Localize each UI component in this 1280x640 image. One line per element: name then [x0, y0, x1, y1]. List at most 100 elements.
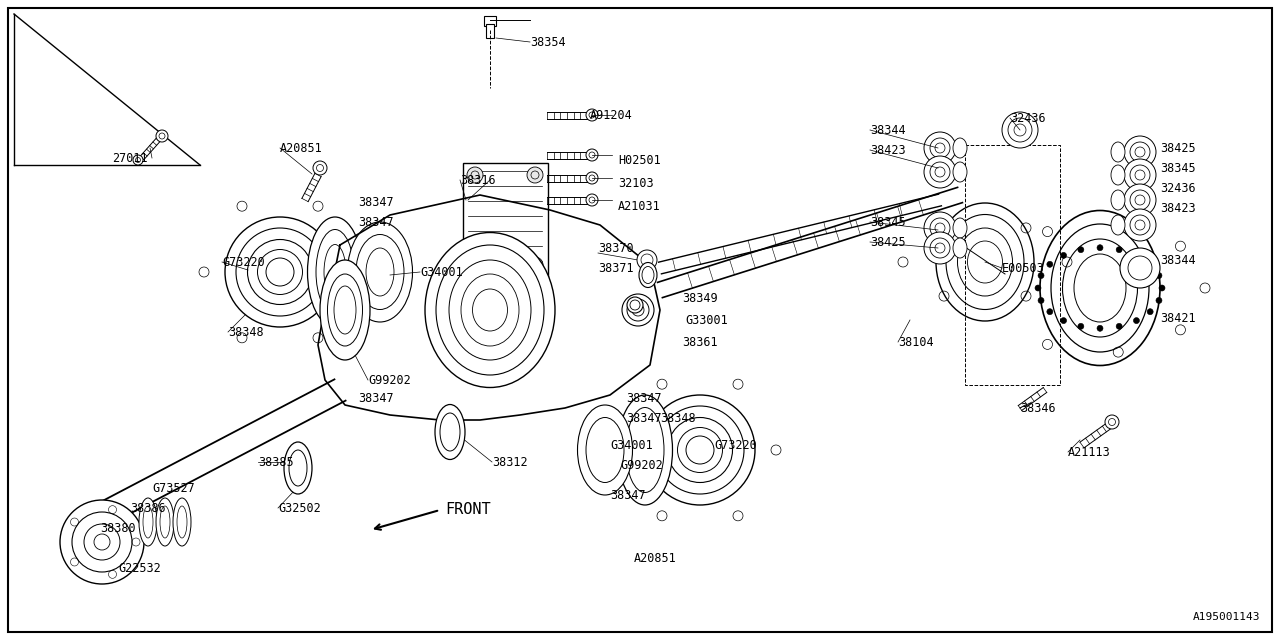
Circle shape [1124, 209, 1156, 241]
Circle shape [1134, 317, 1139, 324]
Text: 38361: 38361 [682, 335, 718, 349]
Text: A20851: A20851 [280, 141, 323, 154]
Text: G22532: G22532 [118, 561, 161, 575]
Ellipse shape [247, 239, 312, 305]
Circle shape [1097, 325, 1103, 332]
Circle shape [1124, 184, 1156, 216]
Circle shape [1078, 246, 1084, 253]
Ellipse shape [284, 442, 312, 494]
Ellipse shape [667, 417, 732, 483]
Text: 38380: 38380 [100, 522, 136, 534]
Text: G73527: G73527 [152, 481, 195, 495]
Ellipse shape [622, 294, 654, 326]
Ellipse shape [954, 138, 966, 158]
Ellipse shape [1111, 165, 1125, 185]
Circle shape [924, 132, 956, 164]
Text: A195001143: A195001143 [1193, 612, 1260, 622]
Ellipse shape [173, 498, 191, 546]
Ellipse shape [1111, 190, 1125, 210]
Circle shape [1038, 273, 1044, 278]
Circle shape [60, 500, 143, 584]
Text: 38345: 38345 [870, 216, 906, 228]
Ellipse shape [425, 232, 556, 387]
Circle shape [1047, 308, 1053, 315]
Ellipse shape [645, 395, 755, 505]
Ellipse shape [156, 498, 174, 546]
Text: 38316: 38316 [460, 173, 495, 186]
Text: 38371: 38371 [598, 262, 634, 275]
Ellipse shape [954, 162, 966, 182]
Text: G32502: G32502 [278, 502, 321, 515]
Circle shape [1061, 252, 1066, 259]
Text: 38349: 38349 [682, 291, 718, 305]
Circle shape [637, 250, 657, 270]
Circle shape [924, 212, 956, 244]
Circle shape [1047, 261, 1053, 268]
Text: G34001: G34001 [420, 266, 463, 278]
Circle shape [1116, 323, 1123, 330]
Text: 38370: 38370 [598, 241, 634, 255]
Text: 38347: 38347 [626, 392, 662, 404]
Circle shape [133, 155, 143, 165]
Text: 32436: 32436 [1010, 111, 1046, 125]
Text: 38347: 38347 [358, 392, 394, 404]
Text: 27011: 27011 [113, 152, 147, 164]
Text: 38354: 38354 [530, 35, 566, 49]
Text: 38347: 38347 [358, 195, 394, 209]
Circle shape [1078, 323, 1084, 330]
Circle shape [1038, 298, 1044, 303]
Ellipse shape [140, 498, 157, 546]
Circle shape [586, 109, 598, 121]
Text: 38385: 38385 [259, 456, 293, 468]
Text: 38347: 38347 [626, 412, 662, 424]
Text: A91204: A91204 [590, 109, 632, 122]
Circle shape [467, 257, 483, 273]
Text: 38345: 38345 [1160, 161, 1196, 175]
Circle shape [1124, 159, 1156, 191]
Text: FRONT: FRONT [445, 502, 490, 518]
Ellipse shape [1111, 215, 1125, 235]
Circle shape [586, 172, 598, 184]
Circle shape [586, 194, 598, 206]
Ellipse shape [617, 395, 672, 505]
Ellipse shape [225, 217, 335, 327]
Text: 38346: 38346 [1020, 401, 1056, 415]
Circle shape [924, 156, 956, 188]
Text: G73220: G73220 [221, 255, 265, 269]
Text: 38423: 38423 [1160, 202, 1196, 214]
Text: 38425: 38425 [1160, 141, 1196, 154]
Text: 38347: 38347 [358, 216, 394, 228]
Ellipse shape [627, 297, 643, 313]
Circle shape [1147, 308, 1153, 315]
Circle shape [1158, 285, 1165, 291]
Circle shape [1097, 244, 1103, 251]
Text: 38348: 38348 [660, 412, 695, 424]
Ellipse shape [577, 405, 632, 495]
Ellipse shape [1039, 211, 1160, 365]
Text: A21113: A21113 [1068, 445, 1111, 458]
Text: A20851: A20851 [634, 552, 677, 564]
Circle shape [156, 130, 168, 142]
Circle shape [314, 161, 326, 175]
Text: G33001: G33001 [685, 314, 728, 326]
Bar [486, 24, 494, 38]
Text: 38423: 38423 [870, 143, 906, 157]
Circle shape [1036, 285, 1041, 291]
Circle shape [1134, 252, 1139, 259]
Circle shape [924, 232, 956, 264]
Circle shape [1002, 112, 1038, 148]
Ellipse shape [936, 203, 1034, 321]
Ellipse shape [954, 218, 966, 238]
Text: E00503: E00503 [1002, 262, 1044, 275]
Ellipse shape [639, 262, 657, 287]
Text: G99202: G99202 [369, 374, 411, 387]
Bar [463, 163, 548, 278]
Text: G34001: G34001 [611, 438, 653, 451]
Text: 38312: 38312 [492, 456, 527, 468]
Text: 38421: 38421 [1160, 312, 1196, 324]
Circle shape [1147, 261, 1153, 268]
Circle shape [586, 149, 598, 161]
Text: 38344: 38344 [870, 124, 906, 136]
Ellipse shape [347, 222, 412, 322]
Text: 38104: 38104 [899, 335, 933, 349]
